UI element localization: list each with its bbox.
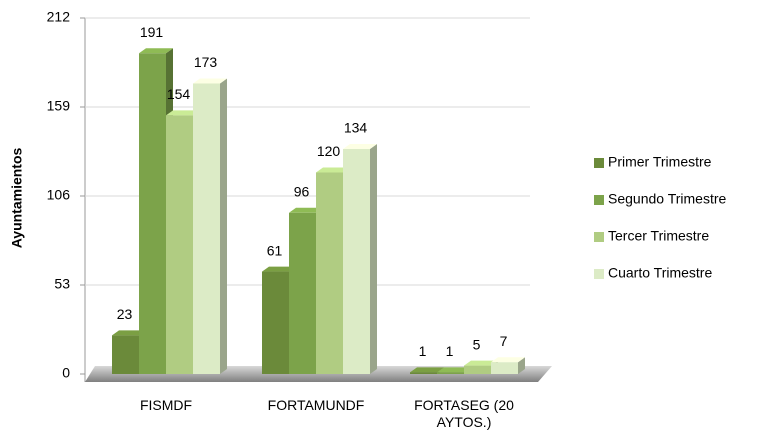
value-label: 134 — [344, 120, 368, 136]
value-label: 23 — [117, 306, 133, 322]
bar-top — [437, 367, 471, 373]
bar — [139, 53, 166, 374]
y-tick-label: 212 — [47, 9, 71, 25]
bar — [289, 212, 316, 374]
bar — [437, 372, 464, 374]
bar — [112, 335, 139, 374]
value-label: 191 — [140, 24, 164, 40]
value-label: 61 — [267, 242, 283, 258]
value-label: 96 — [294, 183, 310, 199]
bar-side — [220, 78, 227, 374]
bar-top — [491, 357, 525, 363]
bar-side — [518, 357, 525, 374]
y-tick-label: 0 — [62, 365, 70, 381]
value-label: 1 — [446, 343, 454, 359]
y-axis-title: Ayuntamientos — [9, 147, 25, 248]
legend-swatch — [594, 158, 604, 168]
y-tick-label: 53 — [54, 276, 70, 292]
bar — [316, 172, 343, 374]
bar-side — [370, 143, 377, 374]
y-tick-label: 106 — [47, 187, 71, 203]
legend-label: Primer Trimestre — [608, 154, 712, 170]
value-label: 7 — [500, 333, 508, 349]
y-tick-label: 159 — [47, 98, 71, 114]
legend-label: Segundo Trimestre — [608, 191, 726, 207]
bar-top — [166, 110, 200, 116]
bar-top — [464, 360, 498, 366]
bar — [193, 83, 220, 374]
value-label: 1 — [419, 343, 427, 359]
x-tick-label: FORTASEG (20 AYTOS.) — [414, 397, 514, 430]
bar-top — [316, 167, 350, 173]
value-label: 5 — [473, 336, 481, 352]
bar — [262, 271, 289, 374]
legend-label: Tercer Trimestre — [608, 228, 709, 244]
legend-swatch — [594, 195, 604, 205]
bar — [166, 115, 193, 374]
bar — [343, 148, 370, 374]
x-tick-label: FORTAMUNDF — [267, 397, 365, 413]
bar-top — [112, 330, 146, 336]
legend-swatch — [594, 232, 604, 242]
bar-top — [410, 367, 444, 373]
bar — [410, 372, 437, 374]
x-tick-label: FISMDF — [139, 397, 193, 413]
bar — [491, 362, 518, 374]
legend-label: Cuarto Trimestre — [608, 265, 712, 281]
legend-swatch — [594, 269, 604, 279]
bar-top — [343, 143, 377, 149]
value-label: 173 — [194, 54, 218, 70]
bar-top — [289, 207, 323, 213]
bar-top — [262, 266, 296, 272]
bar-top — [139, 48, 173, 54]
value-label: 120 — [317, 143, 341, 159]
value-label: 154 — [167, 86, 191, 102]
bar — [464, 365, 491, 374]
bar-top — [193, 78, 227, 84]
